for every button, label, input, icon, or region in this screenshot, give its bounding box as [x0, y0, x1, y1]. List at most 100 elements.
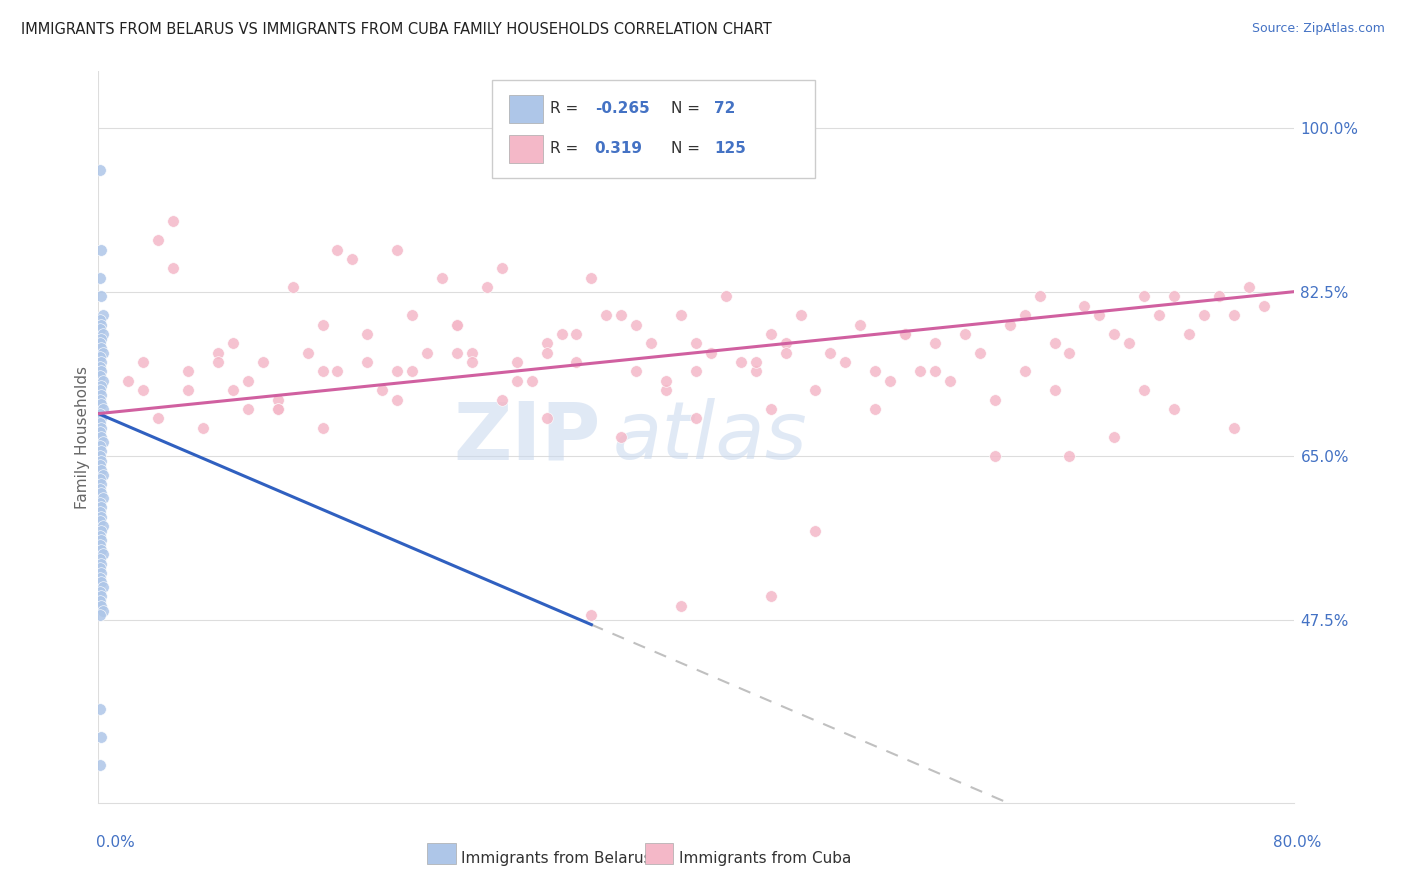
Point — [90, 332, 112, 346]
Point — [207, 345, 229, 359]
Point — [461, 345, 484, 359]
Point — [401, 308, 423, 322]
Point — [89, 505, 111, 519]
Point — [685, 336, 707, 351]
Point — [222, 383, 245, 397]
Point — [89, 270, 111, 285]
Point — [91, 491, 114, 505]
Point — [91, 434, 114, 449]
Point — [1253, 299, 1275, 313]
Point — [894, 326, 917, 341]
Point — [90, 533, 112, 548]
Text: Immigrants from Belarus: Immigrants from Belarus — [461, 851, 652, 865]
Point — [89, 472, 111, 486]
Point — [90, 364, 112, 378]
Point — [385, 243, 409, 257]
Point — [849, 318, 872, 332]
Text: ZIP: ZIP — [453, 398, 600, 476]
Point — [91, 345, 114, 359]
Point — [89, 351, 111, 365]
Point — [1104, 430, 1126, 444]
Point — [446, 318, 468, 332]
Point — [90, 341, 112, 355]
Point — [865, 364, 887, 378]
Point — [879, 374, 901, 388]
Text: IMMIGRANTS FROM BELARUS VS IMMIGRANTS FROM CUBA FAMILY HOUSEHOLDS CORRELATION CH: IMMIGRANTS FROM BELARUS VS IMMIGRANTS FR… — [21, 22, 772, 37]
Point — [730, 355, 752, 369]
Point — [1223, 420, 1246, 434]
Point — [669, 308, 692, 322]
Point — [117, 374, 139, 388]
Point — [745, 355, 768, 369]
Point — [610, 308, 633, 322]
Point — [222, 336, 245, 351]
Point — [908, 364, 931, 378]
Point — [89, 336, 111, 351]
Point — [90, 590, 112, 604]
Point — [1028, 289, 1050, 303]
Point — [90, 411, 112, 425]
Point — [595, 308, 617, 322]
Point — [520, 374, 543, 388]
Point — [565, 326, 588, 341]
Point — [90, 444, 112, 458]
Point — [132, 383, 155, 397]
Point — [536, 345, 558, 359]
Point — [148, 411, 170, 425]
Point — [89, 313, 111, 327]
Text: 80.0%: 80.0% — [1274, 836, 1322, 850]
Point — [89, 482, 111, 496]
Text: N =: N = — [671, 102, 704, 116]
Point — [924, 364, 946, 378]
Text: 0.0%: 0.0% — [96, 836, 135, 850]
Point — [356, 326, 378, 341]
Point — [820, 345, 842, 359]
Point — [90, 355, 112, 369]
Point — [281, 280, 304, 294]
Point — [89, 449, 111, 463]
Point — [1208, 289, 1230, 303]
Point — [311, 318, 333, 332]
Point — [953, 326, 976, 341]
Point — [311, 420, 333, 434]
Point — [759, 401, 782, 416]
Point — [162, 214, 184, 228]
Point — [371, 383, 394, 397]
Point — [267, 401, 290, 416]
Point — [90, 599, 112, 613]
Point — [685, 411, 707, 425]
Point — [1104, 326, 1126, 341]
Point — [89, 584, 111, 599]
Point — [491, 261, 513, 276]
Y-axis label: Family Households: Family Households — [75, 366, 90, 508]
Point — [91, 467, 114, 482]
Point — [550, 326, 572, 341]
Point — [89, 425, 111, 440]
Point — [1059, 345, 1081, 359]
Point — [89, 571, 111, 585]
Point — [581, 270, 603, 285]
Point — [297, 345, 319, 359]
Point — [177, 383, 200, 397]
Point — [446, 318, 468, 332]
Point — [89, 594, 111, 608]
Point — [655, 374, 678, 388]
Point — [90, 318, 112, 332]
Point — [506, 374, 529, 388]
Point — [430, 270, 453, 285]
Point — [89, 383, 111, 397]
Point — [416, 345, 439, 359]
Point — [89, 440, 111, 454]
Point — [1014, 308, 1036, 322]
Point — [90, 243, 112, 257]
Point — [446, 345, 468, 359]
Point — [89, 702, 111, 716]
Point — [91, 326, 114, 341]
Point — [90, 524, 112, 538]
Text: -0.265: -0.265 — [595, 102, 650, 116]
Point — [90, 397, 112, 411]
Point — [759, 590, 782, 604]
Point — [89, 392, 111, 407]
Point — [89, 407, 111, 421]
Point — [491, 392, 513, 407]
